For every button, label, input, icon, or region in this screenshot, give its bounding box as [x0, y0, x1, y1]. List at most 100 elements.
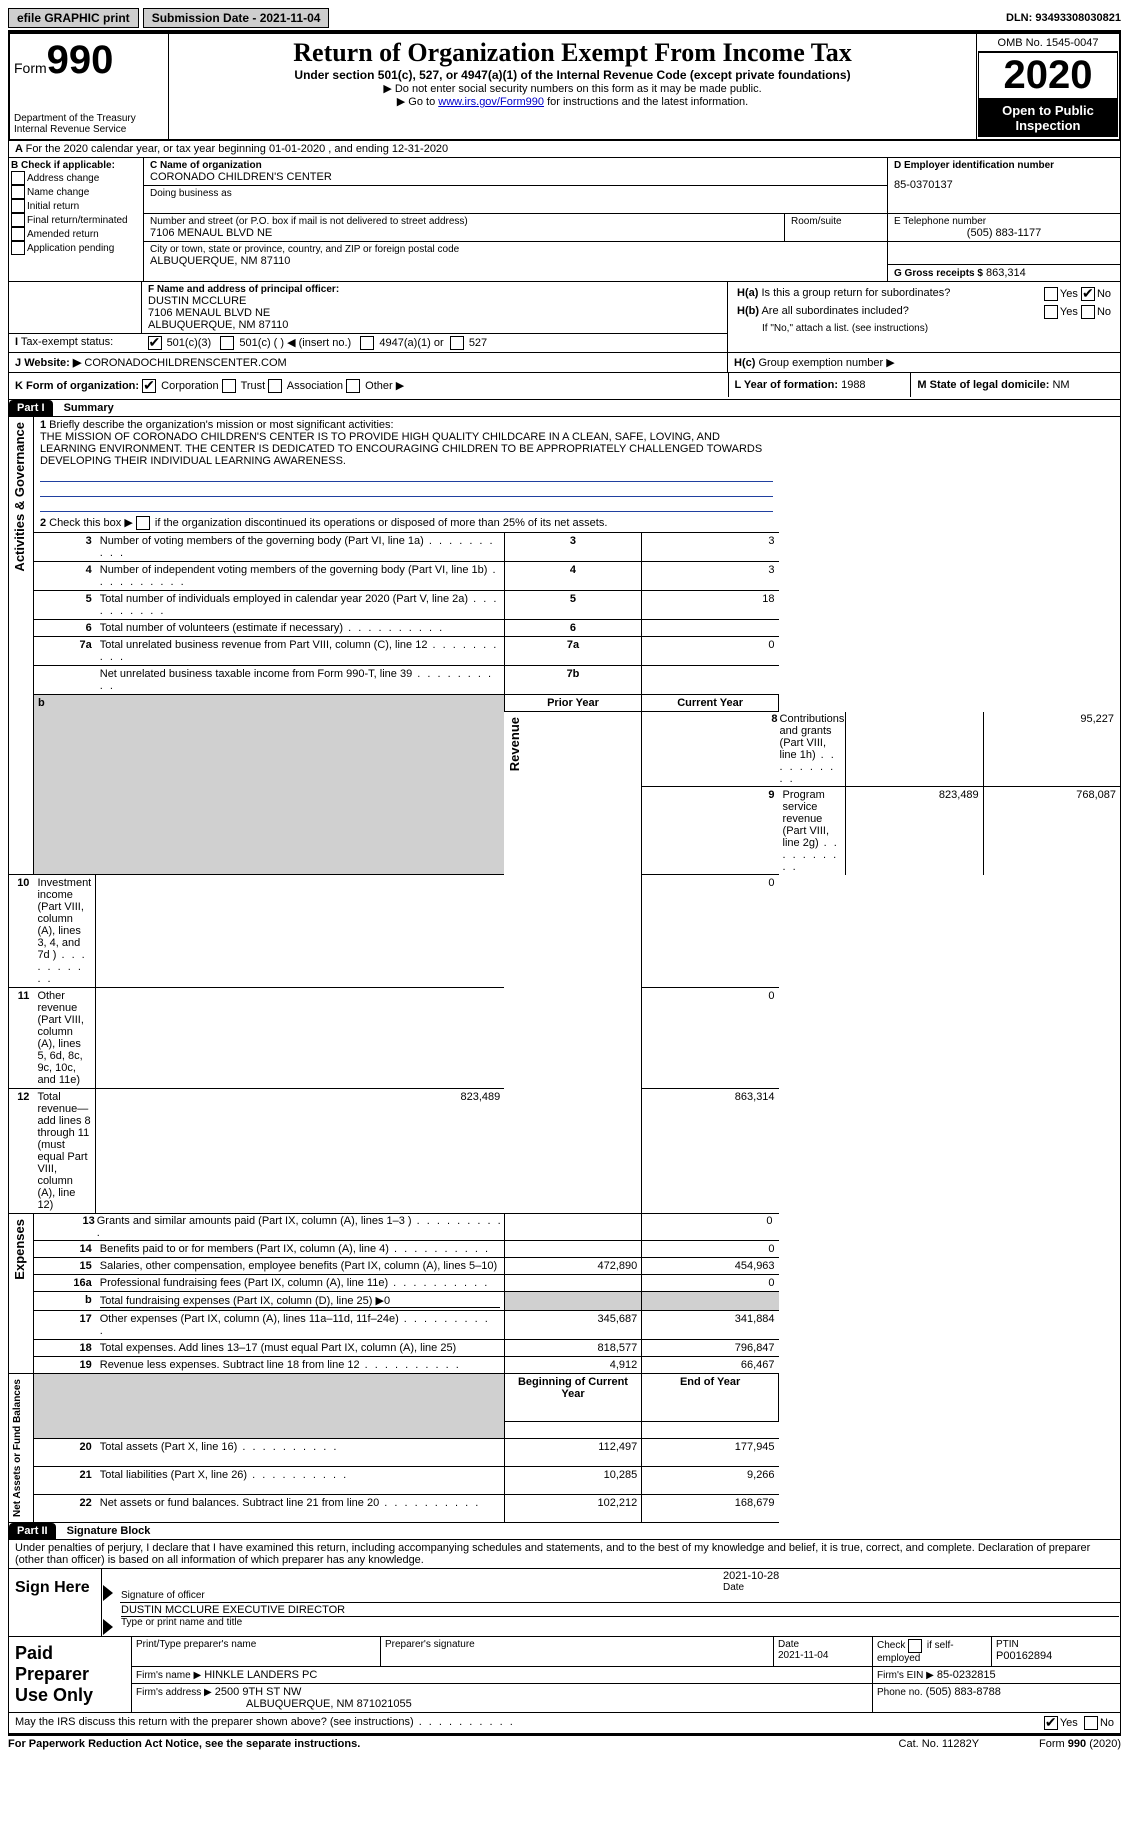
- check-amended[interactable]: [11, 227, 25, 241]
- check-ha-no[interactable]: [1081, 287, 1095, 301]
- net-21: Total liabilities (Part X, line 26): [96, 1466, 505, 1494]
- note-2-post: for instructions and the latest informat…: [544, 96, 748, 108]
- discuss-no: No: [1100, 1717, 1114, 1729]
- side-expenses: Expenses: [10, 1215, 29, 1284]
- check-hb-yes[interactable]: [1044, 305, 1058, 319]
- rev-11-p: [96, 988, 505, 1089]
- exp-17: Other expenses (Part IX, column (A), lin…: [96, 1311, 505, 1340]
- firm-name-label: Firm's name ▶: [136, 1670, 201, 1681]
- part1-label: Part I: [9, 400, 53, 416]
- ein-value: 85-0370137: [894, 171, 1114, 191]
- domicile-label: M State of legal domicile:: [917, 379, 1049, 391]
- exp-17-p: 345,687: [504, 1311, 641, 1340]
- addr-label: Number and street (or P.O. box if mail i…: [150, 216, 778, 227]
- net-22-c: 168,679: [642, 1495, 779, 1523]
- officer-addr2: ALBUQUERQUE, NM 87110: [148, 319, 721, 331]
- check-final-return[interactable]: [11, 213, 25, 227]
- label-no-2: No: [1097, 306, 1111, 318]
- efile-button[interactable]: efile GRAPHIC print: [8, 8, 139, 28]
- sig-officer-label: Signature of officer: [121, 1590, 721, 1601]
- part1-title: Summary: [56, 402, 114, 414]
- box-e-label: E Telephone number: [894, 216, 1114, 227]
- domicile-value: NM: [1052, 379, 1069, 391]
- box-3: 3: [504, 533, 641, 562]
- box-4: 4: [504, 562, 641, 591]
- check-other[interactable]: [346, 379, 360, 393]
- website-value: CORONADOCHILDRENSCENTER.COM: [84, 357, 286, 369]
- col-current: Current Year: [642, 695, 779, 712]
- check-hb-no[interactable]: [1081, 305, 1095, 319]
- officer-addr1: 7106 MENAUL BLVD NE: [148, 307, 721, 319]
- net-21-p: 10,285: [504, 1466, 641, 1494]
- box-7b: 7b: [504, 666, 641, 695]
- arrow-icon-2: [103, 1619, 113, 1635]
- side-governance: Activities & Governance: [10, 418, 29, 576]
- mission-text: THE MISSION OF CORONADO CHILDREN'S CENTE…: [40, 431, 762, 467]
- rev-9-c: 768,087: [983, 786, 1120, 875]
- line2-text: Check this box ▶ if the organization dis…: [49, 517, 607, 529]
- net-20: Total assets (Part X, line 16): [96, 1438, 505, 1466]
- exp-18: Total expenses. Add lines 13–17 (must eq…: [96, 1340, 505, 1357]
- label-name-change: Name change: [27, 187, 89, 198]
- firm-ein-label: Firm's EIN ▶: [877, 1670, 934, 1681]
- exp-16b: Total fundraising expenses (Part IX, col…: [100, 1294, 500, 1308]
- check-ha-yes[interactable]: [1044, 287, 1058, 301]
- net-20-p: 112,497: [504, 1438, 641, 1466]
- col-end: End of Year: [642, 1374, 779, 1422]
- check-4947[interactable]: [360, 336, 374, 350]
- check-app-pending[interactable]: [11, 241, 25, 255]
- box-d-label: D Employer identification number: [894, 160, 1114, 171]
- org-name: CORONADO CHILDREN'S CENTER: [150, 171, 881, 183]
- period-row: A For the 2020 calendar year, or tax yea…: [8, 141, 1121, 158]
- dba-label: Doing business as: [150, 188, 881, 199]
- check-initial-return[interactable]: [11, 199, 25, 213]
- rev-12: Total revenue—add lines 8 through 11 (mu…: [33, 1089, 95, 1214]
- check-discuss-no[interactable]: [1084, 1716, 1098, 1730]
- check-discuss-yes[interactable]: [1044, 1716, 1058, 1730]
- check-527[interactable]: [450, 336, 464, 350]
- firm-addr-label: Firm's address ▶: [136, 1687, 212, 1698]
- line1-label: Briefly describe the organization's miss…: [49, 419, 393, 431]
- check-501c[interactable]: [220, 336, 234, 350]
- inspection-box: Open to Public Inspection: [978, 99, 1118, 137]
- gov-row-7a: Total unrelated business revenue from Pa…: [96, 637, 505, 666]
- check-corp[interactable]: [142, 379, 156, 393]
- label-501c: 501(c) ( ) ◀ (insert no.): [239, 337, 351, 349]
- h-b-text: Are all subordinates included?: [761, 305, 908, 317]
- val-4: 3: [642, 562, 779, 591]
- firm-ein: 85-0232815: [937, 1669, 996, 1681]
- exp-18-c: 796,847: [642, 1340, 779, 1357]
- note-1: ▶ Do not enter social security numbers o…: [173, 82, 972, 95]
- gov-row-7b: Net unrelated business taxable income fr…: [96, 666, 505, 695]
- net-20-c: 177,945: [642, 1438, 779, 1466]
- check-self-employed[interactable]: [908, 1639, 922, 1653]
- part1-table: Activities & Governance 1 Briefly descri…: [8, 416, 1121, 1523]
- sign-here: Sign Here: [15, 1579, 95, 1597]
- footer-paperwork: For Paperwork Reduction Act Notice, see …: [8, 1738, 360, 1750]
- check-discontinued[interactable]: [136, 516, 150, 530]
- check-501c3[interactable]: [148, 336, 162, 350]
- check-trust[interactable]: [222, 379, 236, 393]
- check-assoc[interactable]: [268, 379, 282, 393]
- label-final-return: Final return/terminated: [27, 215, 128, 226]
- exp-14-p: [504, 1241, 641, 1258]
- exp-15-p: 472,890: [504, 1258, 641, 1275]
- prep-name-label: Print/Type preparer's name: [136, 1639, 376, 1650]
- label-app-pending: Application pending: [27, 243, 114, 254]
- gross-receipts: 863,314: [986, 267, 1026, 279]
- check-name-change[interactable]: [11, 185, 25, 199]
- side-netassets: Net Assets or Fund Balances: [10, 1375, 25, 1521]
- city-label: City or town, state or province, country…: [150, 244, 881, 255]
- rev-9-p: 823,489: [846, 786, 983, 875]
- prep-date: 2021-11-04: [778, 1650, 828, 1661]
- form-word: Form: [14, 60, 47, 76]
- submission-date-button[interactable]: Submission Date - 2021-11-04: [143, 8, 330, 28]
- declaration-text: Under penalties of perjury, I declare th…: [8, 1539, 1121, 1569]
- check-address-change[interactable]: [11, 171, 25, 185]
- exp-17-c: 341,884: [642, 1311, 779, 1340]
- form-header: Form990 Department of the Treasury Inter…: [8, 32, 1121, 141]
- irs-link[interactable]: www.irs.gov/Form990: [438, 96, 544, 108]
- firm-addr1: 2500 9TH ST NW: [215, 1686, 302, 1698]
- discuss-text: May the IRS discuss this return with the…: [15, 1716, 515, 1730]
- rev-11-c: 0: [642, 988, 779, 1089]
